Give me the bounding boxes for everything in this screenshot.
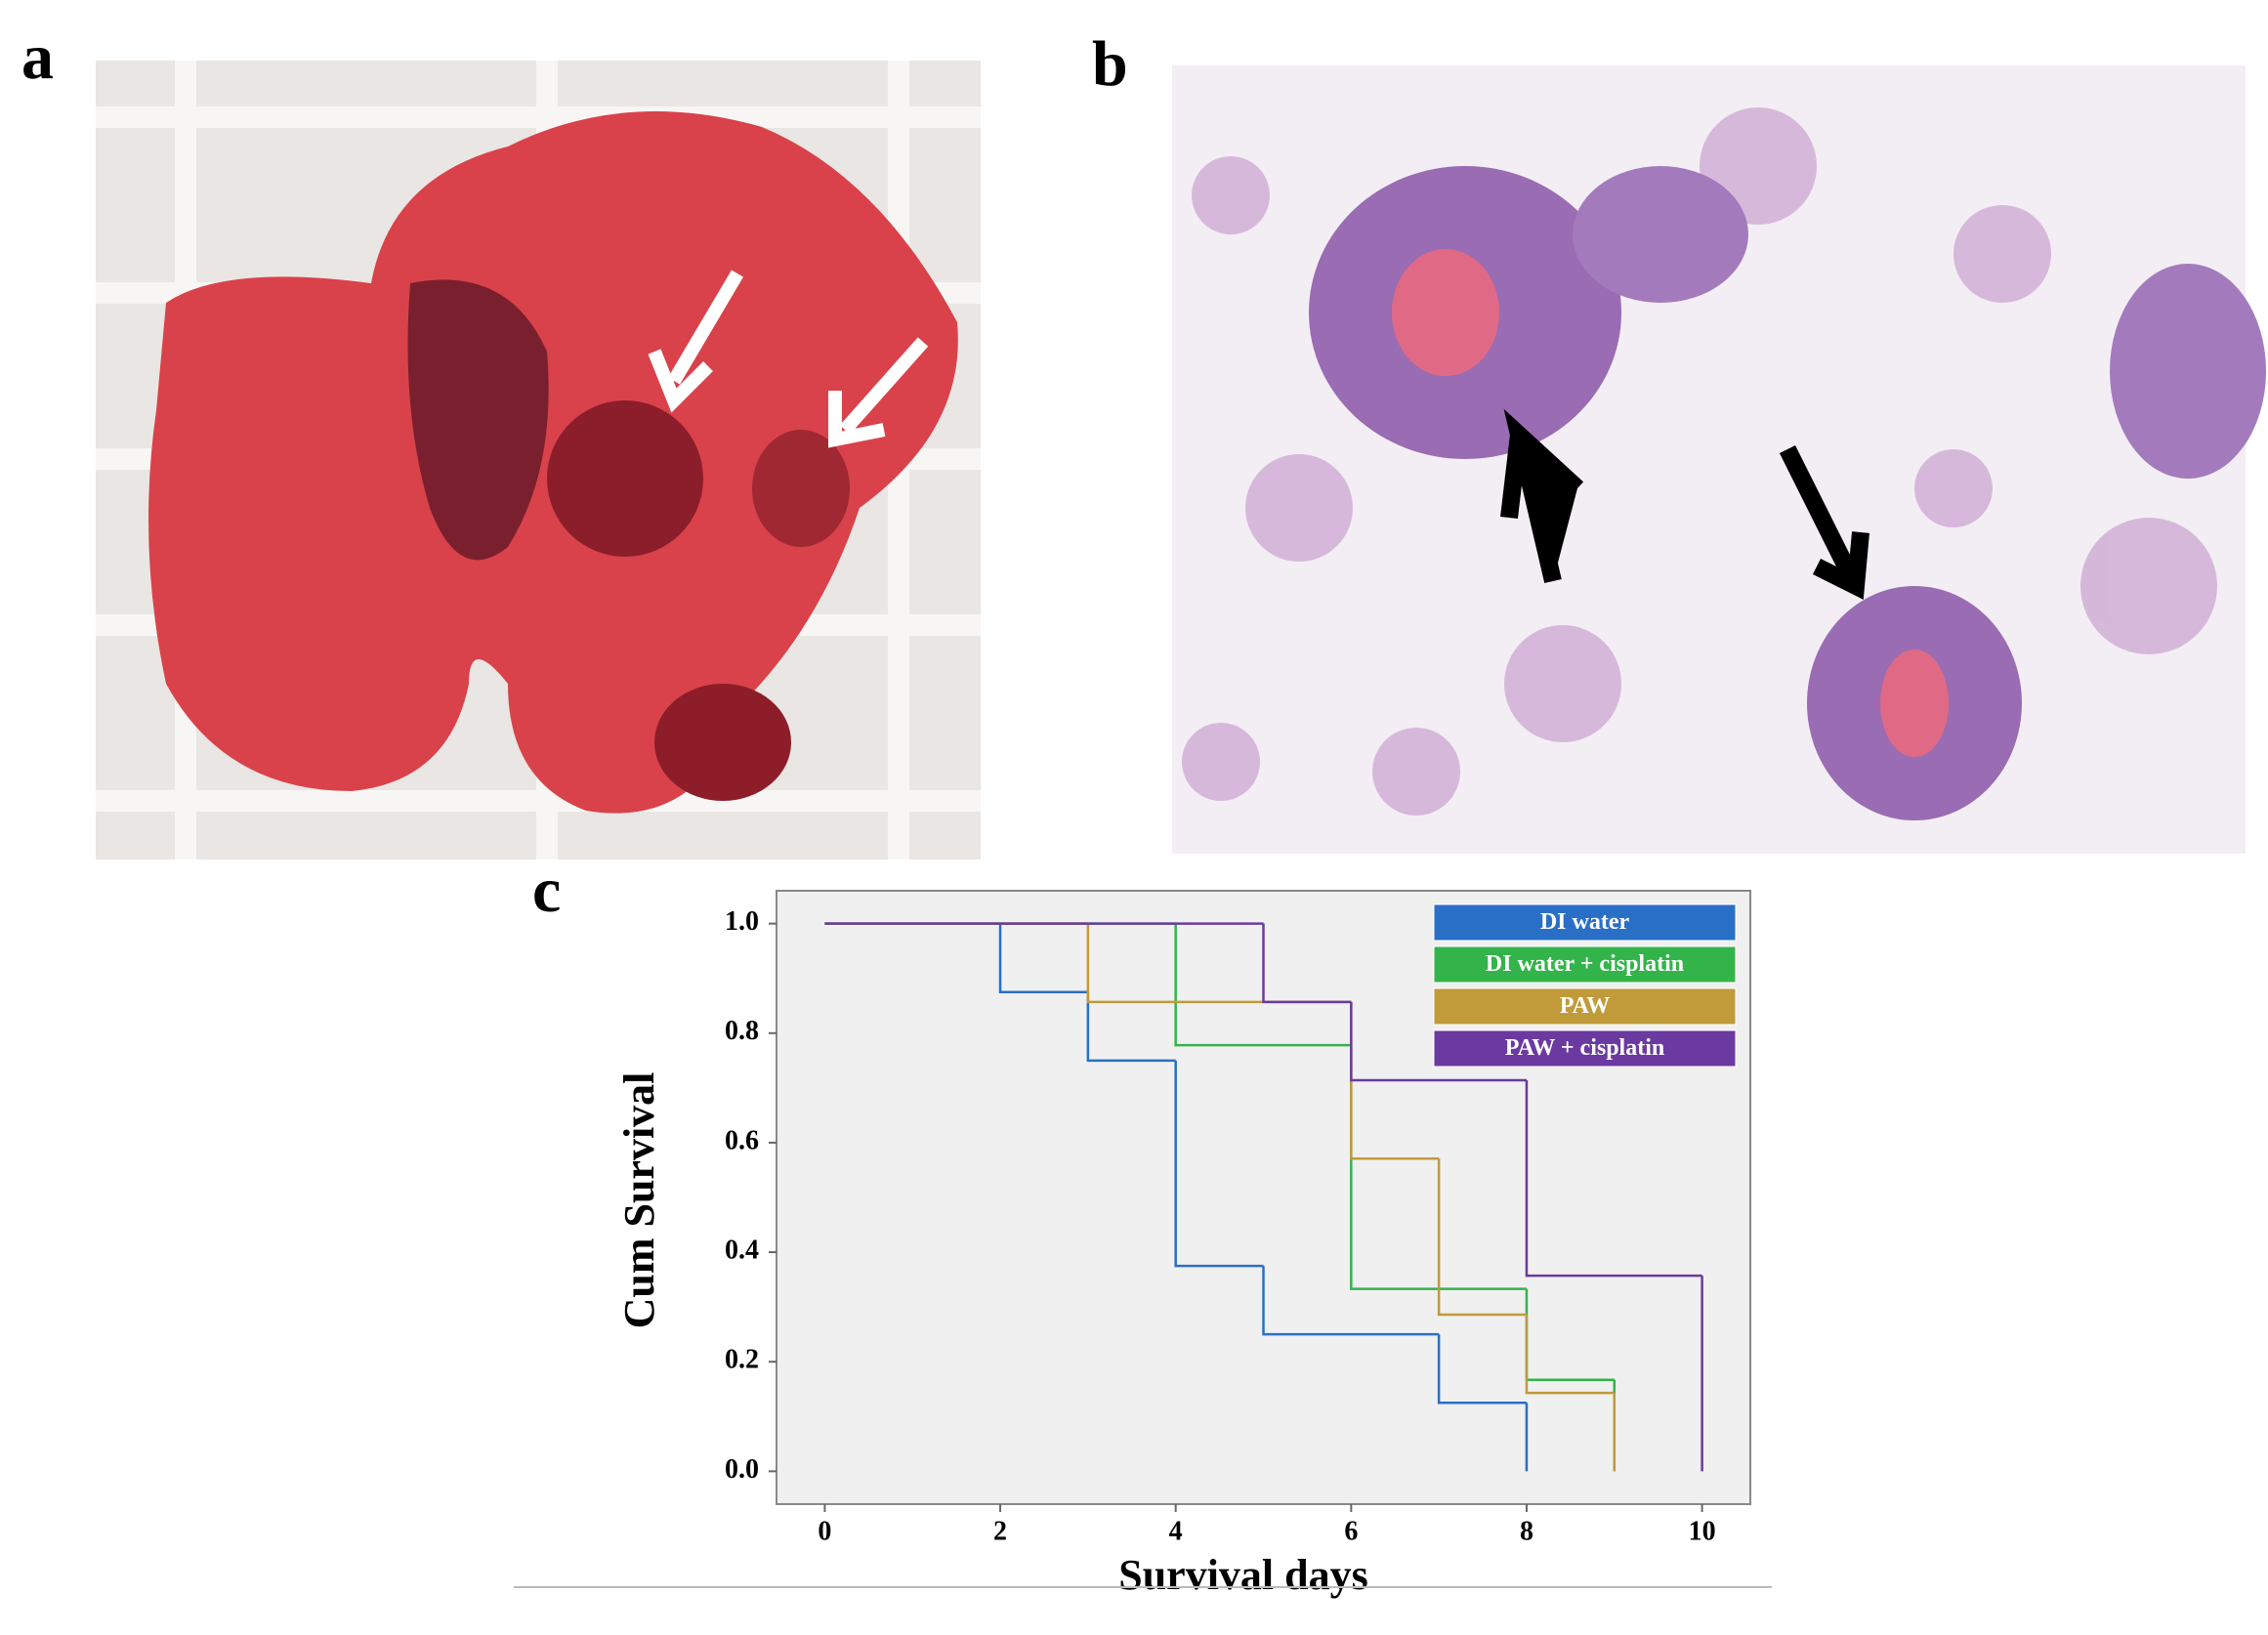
survival-step <box>1525 1080 1702 1278</box>
survival-step <box>1437 1158 1527 1317</box>
x-tick-label: 8 <box>1520 1516 1533 1546</box>
legend-label: PAW + cisplatin <box>1505 1035 1664 1061</box>
legend-label: DI water <box>1540 909 1630 935</box>
y-tick-label: 0.2 <box>725 1345 759 1375</box>
y-axis-label: Cum Survival <box>615 1072 663 1329</box>
panel-label: c <box>532 855 561 926</box>
panel-label: b <box>1092 28 1128 100</box>
x-tick-label: 4 <box>1169 1516 1183 1546</box>
survival-step <box>1350 1001 1527 1082</box>
survival-step <box>1437 1334 1527 1404</box>
legend-swatch <box>1433 1029 1737 1068</box>
y-tick-label: 0.8 <box>725 1016 759 1046</box>
y-tick-label: 1.0 <box>725 906 759 937</box>
legend-swatch <box>1433 987 1737 1026</box>
x-tick-label: 0 <box>818 1516 831 1546</box>
y-tick-label: 0.0 <box>725 1454 759 1485</box>
photo-histology <box>1172 65 2266 854</box>
survival-step <box>1086 991 1176 1063</box>
survival-step <box>1262 923 1352 1004</box>
legend-label: DI water + cisplatin <box>1486 951 1684 977</box>
x-tick-label: 6 <box>1344 1516 1358 1546</box>
x-tick-label: 10 <box>1689 1516 1716 1546</box>
y-tick-label: 0.4 <box>725 1235 759 1265</box>
x-axis-label: Survival days <box>1118 1551 1368 1599</box>
survival-step <box>1174 923 1352 1047</box>
legend-label: PAW <box>1560 993 1611 1019</box>
x-tick-label: 2 <box>993 1516 1007 1546</box>
survival-step <box>1174 1060 1264 1268</box>
legend-swatch <box>1433 903 1737 942</box>
legend-swatch <box>1433 945 1737 984</box>
survival-step <box>1262 1266 1440 1336</box>
photo-lung <box>96 61 981 859</box>
plot: 0.0 0.2 0.4 0.6 0.8 1.0 0 2 4 6 8 10 DI water DI wate… <box>725 903 1737 1546</box>
survival-step <box>1525 1314 1615 1395</box>
survival-step <box>998 923 1088 993</box>
y-tick-label: 0.6 <box>725 1125 759 1155</box>
panel-label: a <box>21 21 54 93</box>
